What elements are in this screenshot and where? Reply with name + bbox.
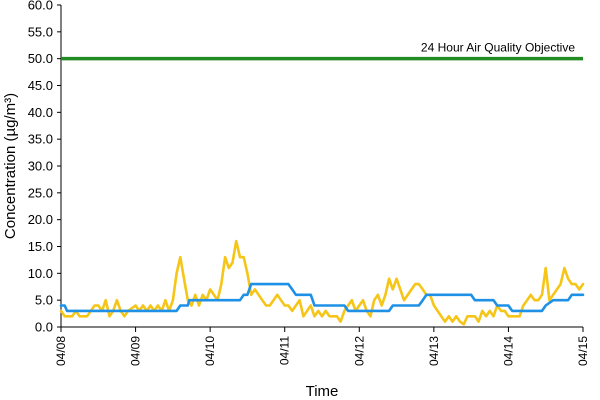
series-line-1 [59,239,585,326]
y-axis-title: Concentration (µg/m³) [2,93,19,239]
x-tick-label: 04/15 [576,336,590,366]
y-tick-label: 5.0 [35,293,53,308]
reference-line-group: 24 Hour Air Quality Objective [61,41,583,61]
y-axis-ticks: 0.0 5.0 10.0 15.0 20.0 25.0 30.0 35.0 40.0 45.0 50… [28,0,61,335]
series-line-2 [59,282,585,313]
x-tick-label: 04/13 [427,336,441,366]
x-axis-title: Time [306,383,339,400]
x-tick-label: 04/11 [278,336,292,365]
y-tick-label: 30.0 [28,159,53,174]
y-tick-label: 45.0 [28,78,53,93]
series-group [59,239,585,326]
y-tick-label: 15.0 [28,239,53,254]
y-tick-label: 50.0 [28,51,53,66]
x-tick-label: 04/10 [203,336,217,366]
y-tick-label: 55.0 [28,24,53,39]
x-tick-label: 04/14 [501,336,515,366]
x-axis-ticks: 04/08 04/09 04/10 04/11 04/12 04/13 04/14 04/15 [54,327,590,366]
x-tick-label: 04/12 [352,336,366,366]
air-quality-objective-label: 24 Hour Air Quality Objective [421,41,575,55]
x-tick-label: 04/09 [129,336,143,366]
y-tick-label: 60.0 [28,0,53,13]
y-tick-label: 0.0 [35,320,53,335]
y-tick-label: 20.0 [28,212,53,227]
y-tick-label: 40.0 [28,105,53,120]
x-tick-label: 04/08 [54,336,68,366]
y-tick-label: 10.0 [28,266,53,281]
y-tick-label: 25.0 [28,185,53,200]
y-tick-label: 35.0 [28,132,53,147]
